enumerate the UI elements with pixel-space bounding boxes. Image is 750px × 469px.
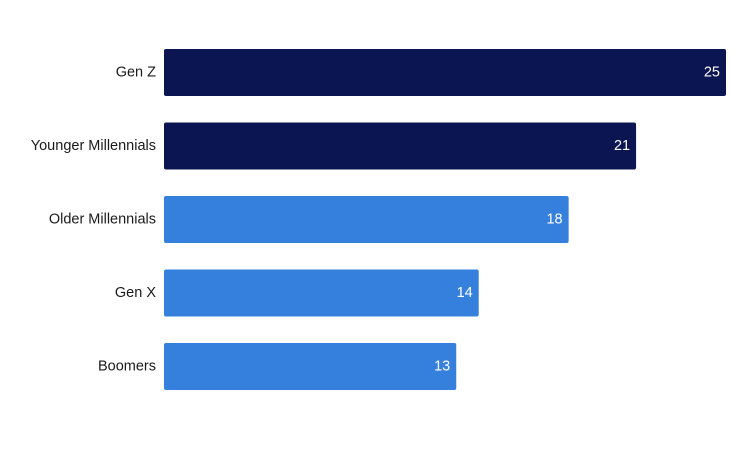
bar-younger-millennials [164, 122, 637, 170]
bar-gen-x [164, 269, 479, 317]
bars-layer [164, 49, 726, 390]
category-label-gen-z: Gen Z [116, 64, 156, 80]
value-label-older-millennials: 18 [546, 211, 562, 227]
category-labels-layer: Gen Z Younger Millennials Older Millennial… [31, 64, 157, 374]
bar-older-millennials [164, 196, 569, 243]
value-label-gen-x: 14 [457, 285, 473, 301]
value-label-younger-millennials: 21 [614, 138, 630, 154]
category-label-boomers: Boomers [98, 358, 156, 374]
value-label-gen-z: 25 [704, 64, 720, 80]
value-labels-layer: 25 21 18 14 13 [434, 64, 720, 374]
category-label-older-millennials: Older Millennials [49, 211, 156, 227]
value-label-boomers: 13 [434, 358, 450, 374]
category-label-younger-millennials: Younger Millennials [31, 138, 156, 154]
bar-gen-z [164, 49, 726, 96]
bar-boomers [164, 343, 457, 390]
category-label-gen-x: Gen X [115, 285, 156, 301]
